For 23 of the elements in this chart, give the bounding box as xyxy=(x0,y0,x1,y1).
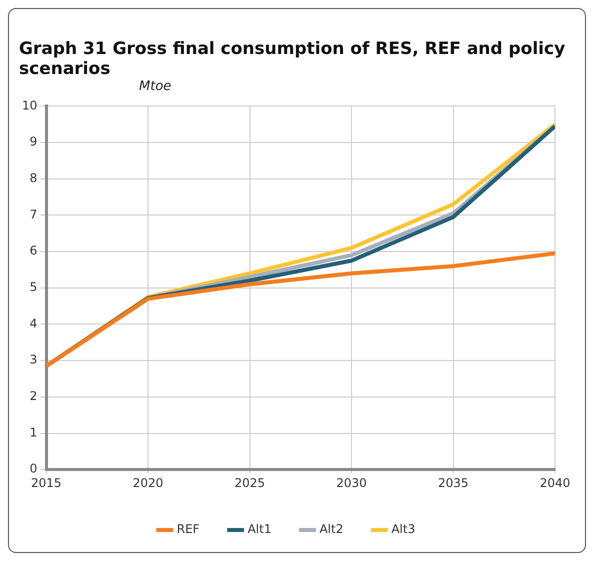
y-tick-label: 4 xyxy=(30,316,38,330)
chart-title: Graph 31 Gross final consumption of RES, REF and policy scenarios xyxy=(19,39,566,79)
x-tick-label: 2035 xyxy=(438,476,469,490)
x-tick-label: 2040 xyxy=(540,476,570,490)
y-tick-label: 2 xyxy=(30,389,38,404)
y-tick-label: 6 xyxy=(30,244,38,258)
x-tick-label: 2025 xyxy=(234,476,266,490)
x-tick-label: 2030 xyxy=(336,476,367,490)
y-tick-label: 3 xyxy=(30,352,38,367)
y-axis-title: Mtoe xyxy=(138,79,172,94)
legend-label: Alt1 xyxy=(248,522,272,536)
y-tick-label: 1 xyxy=(30,425,38,440)
y-tick-label: 5 xyxy=(30,280,38,294)
legend-label: Alt3 xyxy=(391,522,416,536)
x-tick-label: 2015 xyxy=(30,476,62,490)
legend-label: Alt2 xyxy=(319,522,344,536)
x-tick-label: 2020 xyxy=(132,476,164,490)
y-tick-label: 9 xyxy=(30,134,38,149)
y-tick-label: 7 xyxy=(30,207,38,222)
y-tick-label: 8 xyxy=(30,171,38,186)
y-tick-label: 0 xyxy=(30,462,38,476)
legend-label: REF xyxy=(176,522,200,536)
y-tick-label: 10 xyxy=(22,98,38,112)
